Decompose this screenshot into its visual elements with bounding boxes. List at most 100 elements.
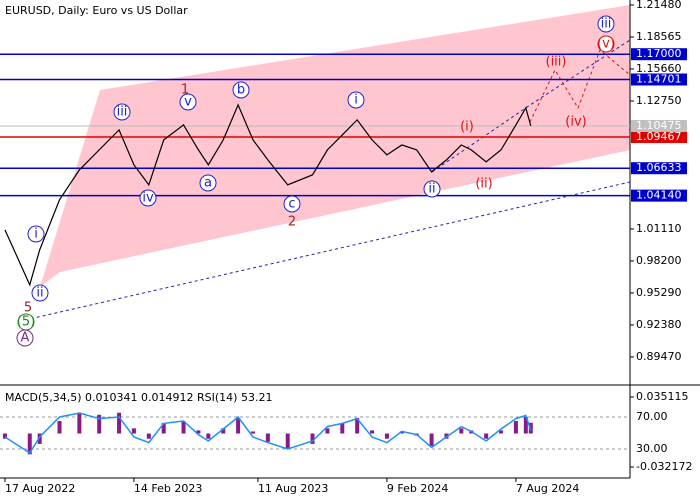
macd-bar (340, 423, 345, 434)
last-price-label: 1.10475 (636, 119, 682, 132)
projection (431, 39, 631, 173)
wave-circle (16, 329, 34, 347)
wave-circle (347, 91, 365, 109)
y-tick-label: -0.032172 (636, 460, 692, 473)
level-label: 1.04140 (636, 189, 682, 202)
macd-bar (117, 412, 122, 434)
wave-label: a (204, 176, 212, 191)
macd-bar (27, 433, 32, 455)
wave-circle (597, 15, 615, 33)
wave-circle (113, 103, 131, 121)
wave-label: i (34, 227, 38, 242)
level-badge (631, 73, 687, 86)
macd-bar (370, 430, 375, 434)
y-tick-label: 1.21480 (636, 0, 682, 11)
wave-circle (423, 180, 441, 198)
macd-bar (236, 417, 241, 434)
macd-bar (429, 433, 434, 447)
wave-label: (i) (460, 120, 474, 135)
y-tick-label: 0.92380 (636, 318, 682, 331)
wave-label: (iv) (565, 115, 586, 130)
wave-circle (283, 195, 301, 213)
wave-label: (iii) (546, 55, 567, 70)
wave-label: (v) (597, 37, 615, 52)
wave-label: A (21, 331, 30, 346)
wave-circle (139, 189, 157, 207)
wave-label: ii (36, 286, 43, 301)
macd-bar (399, 431, 404, 434)
macd-bar (523, 416, 528, 434)
macd-bar (161, 423, 166, 434)
macd-bar (355, 417, 360, 434)
macd-bar (196, 430, 201, 434)
macd-bar (97, 414, 102, 434)
level-label: 1.14701 (636, 72, 682, 85)
x-tick-label: 11 Aug 2023 (258, 482, 328, 495)
trend-line (24, 181, 631, 321)
macd-bar (57, 421, 62, 434)
rsi-line (4, 412, 532, 455)
wave-circle (31, 284, 49, 302)
macd-bar (484, 433, 489, 439)
level-badge (631, 162, 687, 175)
chart-title: EURUSD, Daily: Euro vs US Dollar (5, 4, 188, 17)
wave-circle (199, 174, 217, 192)
y-tick-label: 0.89470 (636, 350, 682, 363)
y-tick-label: 0.95290 (636, 286, 682, 299)
wave-label: ii (428, 182, 435, 197)
level-label: 1.09467 (636, 130, 682, 143)
wave-circle (27, 225, 45, 243)
macd-bar (499, 430, 504, 434)
y2-tick-label: 30.00 (636, 442, 668, 455)
wave-label: c (288, 197, 295, 212)
wave-circle (597, 35, 615, 53)
last-price-badge (631, 119, 687, 132)
projection (529, 49, 631, 123)
wave-label: b (237, 83, 245, 98)
wave-label: 5 (24, 301, 32, 316)
macd-bar (221, 428, 226, 434)
macd-bar (131, 428, 136, 434)
y-tick-label: 1.01110 (636, 222, 682, 235)
wave-label: 1 (181, 83, 189, 98)
wave-label: v (184, 95, 192, 110)
macd-bar (37, 433, 42, 444)
price-line (4, 103, 532, 287)
y-tick-label: 1.12750 (636, 94, 682, 107)
wave-label: i (354, 93, 358, 108)
macd-bar (384, 433, 389, 439)
level-label: 1.06633 (636, 161, 682, 174)
wave-label: iii (117, 105, 128, 120)
macd-bar (181, 421, 186, 434)
wave-circle (179, 93, 197, 111)
macd-bar (250, 431, 255, 434)
macd-bar (146, 433, 151, 439)
macd-bar (513, 421, 518, 434)
level-badge (631, 131, 687, 144)
macd-bar (206, 433, 211, 439)
x-tick-label: 14 Feb 2023 (134, 482, 202, 495)
x-tick-label: 7 Aug 2024 (516, 482, 579, 495)
y-tick-label: 0.98200 (636, 254, 682, 267)
macd-bar (285, 433, 290, 450)
wave-label: (5) (17, 315, 35, 330)
macd-bar (310, 433, 315, 444)
wave-label: (ii) (475, 177, 492, 192)
level-label: 1.17000 (636, 47, 682, 60)
y-tick-label: 1.15660 (636, 62, 682, 75)
level-badge (631, 48, 687, 61)
y-tick-label: 1.18565 (636, 30, 682, 43)
level-badge (631, 189, 687, 202)
wave-circle (232, 81, 250, 99)
y2-tick-label: 70.00 (636, 410, 668, 423)
macd-bar (459, 428, 464, 434)
macd-bar (265, 433, 270, 442)
y-tick-label: 0.035115 (636, 390, 689, 403)
indicator-title: MACD(5,34,5) 0.010341 0.014912 RSI(14) 5… (5, 391, 272, 404)
wave-label: iii (601, 17, 612, 32)
macd-bar (2, 433, 7, 439)
wave-label: 2 (288, 215, 296, 230)
channel (40, 5, 630, 287)
x-tick-label: 17 Aug 2022 (5, 482, 75, 495)
